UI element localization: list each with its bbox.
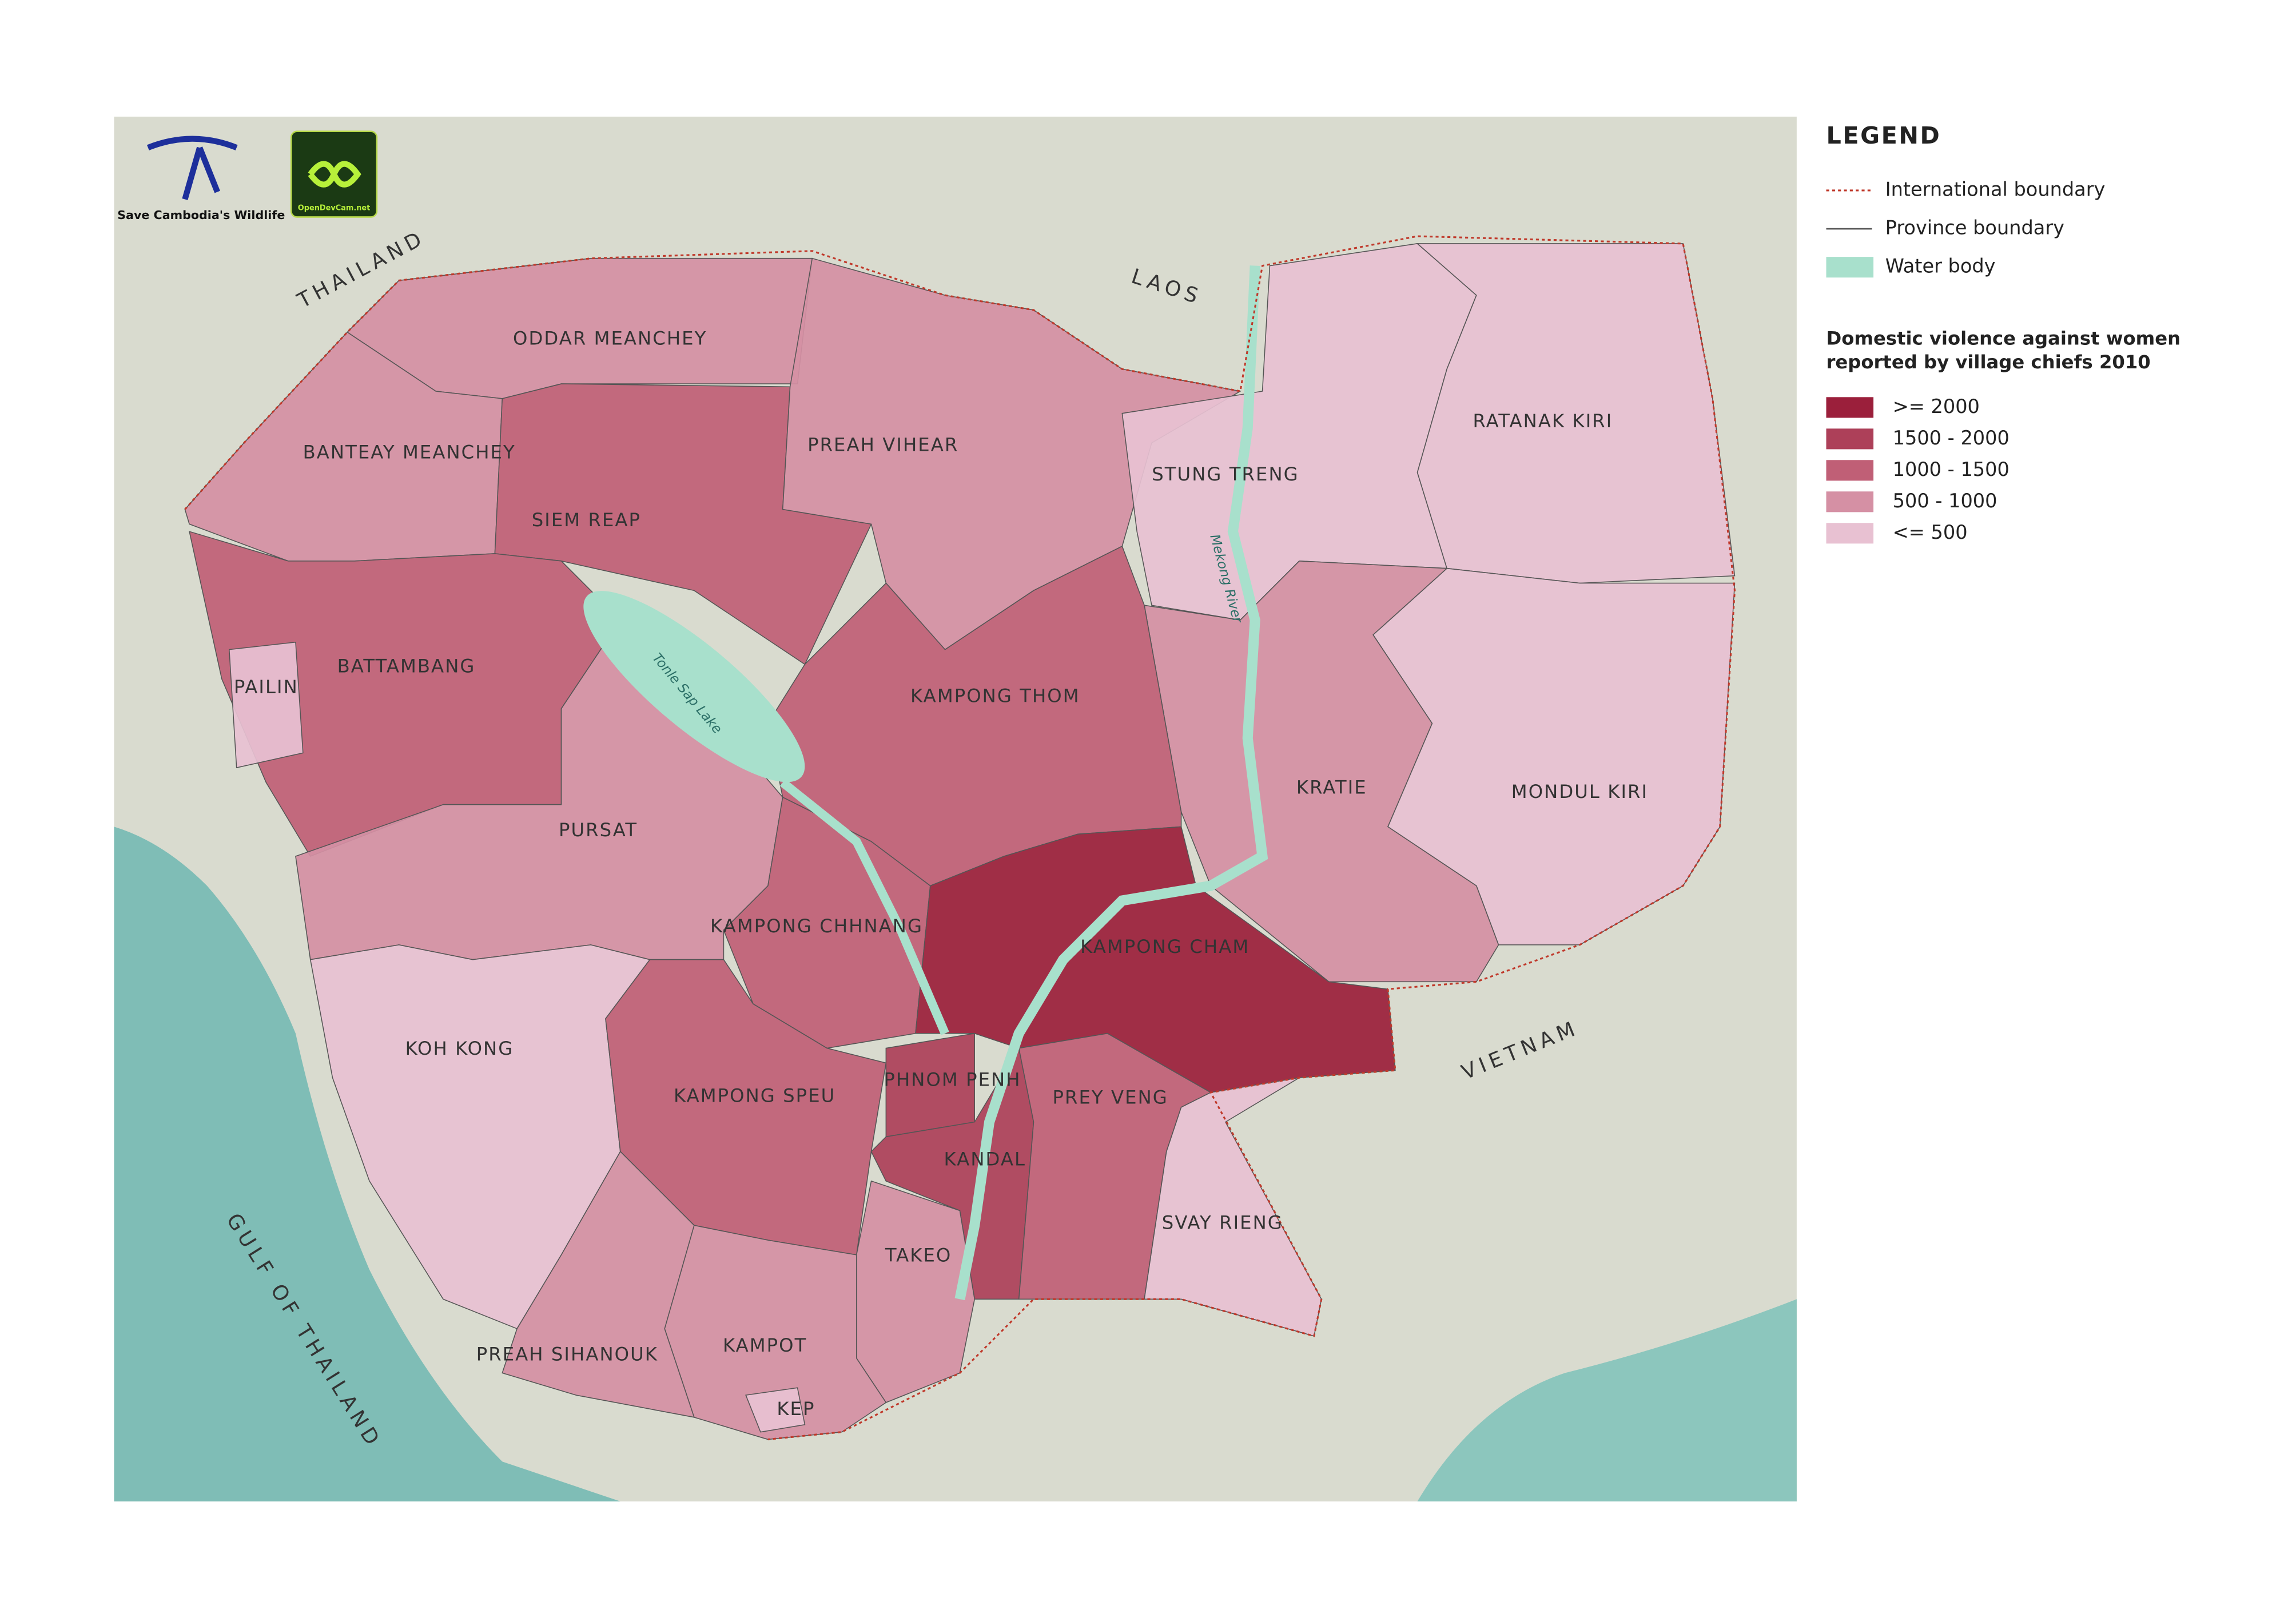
province-label: KAMPONG SPEU <box>674 1085 835 1107</box>
province-label: KOH KONG <box>405 1038 514 1059</box>
logo-text: OpenDevCam.net <box>298 204 371 212</box>
water-bodies <box>583 265 1268 1301</box>
province-label: STUNG TRENG <box>1152 463 1299 485</box>
province-label: KEP <box>777 1398 815 1420</box>
province <box>745 1387 806 1433</box>
river <box>779 778 949 1035</box>
province-label: KAMPONG CHHNANG <box>710 915 923 937</box>
province-label: MONDUL KIRI <box>1511 781 1648 802</box>
province-label: PREAH VIHEAR <box>807 434 958 455</box>
province-label: KAMPOT <box>723 1334 807 1356</box>
legend-label: 1500 - 2000 <box>1893 427 2010 449</box>
province <box>228 641 304 769</box>
legend-label: 500 - 1000 <box>1893 490 1997 512</box>
legend-swatch <box>1826 460 1874 481</box>
legend-title: LEGEND <box>1826 122 1941 149</box>
sea <box>114 827 620 1501</box>
legend-swatch <box>1826 428 1874 450</box>
province-label: PAILIN <box>234 676 299 698</box>
legend-label: 1000 - 1500 <box>1893 458 2010 480</box>
logo-text: Save Cambodia's Wildlife <box>117 208 285 222</box>
legend-label: >= 2000 <box>1893 395 1980 418</box>
legend-swatch <box>1826 397 1874 418</box>
province-label: SVAY RIENG <box>1162 1212 1283 1234</box>
province-label: ODDAR MEANCHEY <box>513 328 707 349</box>
international-boundary <box>184 235 1736 1441</box>
logos: Save Cambodia's Wildlife OpenDevCam.net <box>117 130 378 222</box>
legend-swatch <box>1826 491 1874 512</box>
province-label: KRATIE <box>1296 776 1367 798</box>
province-label: RATANAK KIRI <box>1473 410 1613 432</box>
legend-subtitle: Domestic violence against women <box>1826 328 2180 349</box>
province-label: BATTAMBANG <box>337 655 476 677</box>
province-label: PREAH SIHANOUK <box>476 1343 658 1365</box>
legend-subtitle: reported by village chiefs 2010 <box>1826 351 2150 373</box>
river <box>954 265 1268 1301</box>
logo-icon <box>146 136 238 200</box>
logo-icon <box>308 161 361 188</box>
legend-label: Province boundary <box>1885 217 2064 239</box>
legend-label: Water body <box>1885 255 1996 277</box>
province-label: TAKEO <box>885 1244 952 1266</box>
province-label: PHNOM PENH <box>884 1068 1021 1090</box>
province-label: PREY VENG <box>1053 1086 1168 1108</box>
sea <box>1417 1299 1797 1501</box>
province <box>605 959 887 1256</box>
legend-swatch <box>1826 257 1874 278</box>
province-label: KANDAL <box>944 1149 1026 1170</box>
legend-swatch <box>1826 523 1874 544</box>
provinces <box>184 243 1736 1440</box>
province-label: KAMPONG CHAM <box>1080 936 1250 957</box>
province <box>915 826 1396 1093</box>
province <box>502 1150 695 1418</box>
province-label: BANTEAY MEANCHEY <box>303 441 516 463</box>
province-label: PURSAT <box>559 819 638 841</box>
legend: LEGEND International boundary Province bou… <box>1826 122 2180 544</box>
province-label: SIEM REAP <box>532 509 641 531</box>
legend-label: International boundary <box>1885 178 2106 200</box>
lake <box>583 591 805 782</box>
legend-label: <= 500 <box>1893 521 1968 543</box>
province-label: KAMPONG THOM <box>910 685 1080 706</box>
